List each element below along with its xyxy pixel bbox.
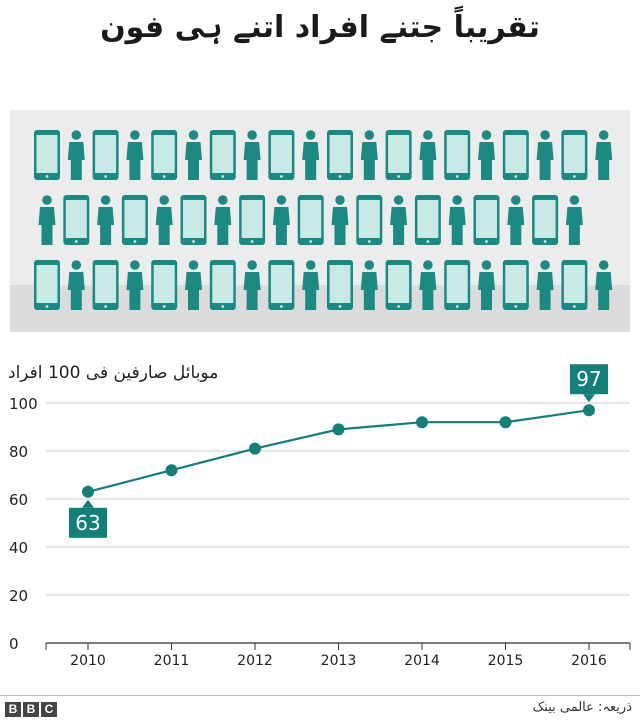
phone-icon <box>121 195 148 245</box>
person-icon <box>478 130 495 180</box>
x-tick-label: 2014 <box>404 653 440 669</box>
person-icon <box>185 260 202 310</box>
y-tick-label: 40 <box>9 539 28 557</box>
data-point <box>416 416 428 429</box>
phone-icon <box>385 130 412 180</box>
person-icon <box>97 195 115 245</box>
person-icon <box>419 260 437 310</box>
y-tick-label: 0 <box>9 635 19 653</box>
phone-icon <box>327 130 353 180</box>
phone-icon <box>92 260 119 310</box>
value-callout: 97 <box>570 364 608 403</box>
callout-label: 97 <box>576 367 601 391</box>
source-note: ذریعہ: عالمی بینک <box>532 700 632 715</box>
phone-icon <box>268 130 295 180</box>
x-tick-label: 2015 <box>488 653 524 669</box>
phone-icon <box>561 260 588 310</box>
person-icon <box>214 195 232 245</box>
phone-icon <box>502 130 529 180</box>
phone-icon <box>92 130 119 180</box>
x-tick-label: 2013 <box>321 653 357 669</box>
bbc-logo-letter: B <box>23 702 39 717</box>
phone-icon <box>532 195 559 245</box>
data-point <box>249 442 261 455</box>
phone-icon <box>297 195 324 245</box>
phones-people-illustration <box>10 110 630 332</box>
phone-icon <box>561 130 588 180</box>
person-icon <box>478 260 495 310</box>
person-icon <box>155 195 173 245</box>
y-axis-label: موبائل صارفین فی 100 افراد <box>8 363 219 383</box>
phone-icon <box>385 260 412 310</box>
y-tick-label: 100 <box>9 395 38 413</box>
x-tick-label: 2011 <box>154 653 190 669</box>
person-icon <box>272 195 290 245</box>
phone-icon <box>151 260 178 310</box>
y-tick-label: 80 <box>9 443 28 461</box>
x-tick-label: 2010 <box>70 653 106 669</box>
person-icon <box>243 260 261 310</box>
person-icon <box>38 195 56 245</box>
person-icon <box>302 130 320 180</box>
data-point <box>499 416 512 429</box>
person-icon <box>185 130 202 180</box>
callout-label: 63 <box>75 511 100 535</box>
bbc-logo-letter: B <box>5 702 21 717</box>
phone-icon <box>502 260 529 310</box>
y-tick-label: 20 <box>9 587 28 605</box>
phone-icon <box>356 195 383 245</box>
x-tick-label: 2016 <box>571 653 607 669</box>
chart-title: تقریباً جتنے افراد اتنے ہی فون <box>100 10 540 45</box>
data-point <box>82 485 94 498</box>
value-callout: 63 <box>69 499 107 538</box>
person-icon <box>448 195 466 245</box>
x-tick-label: 2012 <box>237 653 273 669</box>
person-icon <box>243 130 261 180</box>
person-icon <box>390 195 408 245</box>
phone-icon <box>473 195 500 245</box>
phone-icon <box>239 195 266 245</box>
phone-icon <box>414 195 441 245</box>
person-icon <box>360 130 378 180</box>
person-icon <box>302 260 320 310</box>
phone-icon <box>209 130 236 180</box>
phone-icon <box>444 260 471 310</box>
person-icon <box>419 130 437 180</box>
bbc-logo: B B C <box>5 702 57 717</box>
phone-icon <box>34 260 60 310</box>
data-point <box>583 404 595 417</box>
person-icon <box>67 260 85 310</box>
person-icon <box>595 260 613 310</box>
person-icon <box>536 130 554 180</box>
footer-divider <box>0 695 640 696</box>
phone-icon <box>63 195 90 245</box>
person-icon <box>595 130 613 180</box>
person-icon <box>565 195 583 245</box>
person-icon <box>536 260 554 310</box>
person-icon <box>126 260 144 310</box>
person-icon <box>360 260 378 310</box>
data-point <box>332 423 345 436</box>
phone-icon <box>209 260 236 310</box>
phone-icon <box>268 260 295 310</box>
person-icon <box>67 130 85 180</box>
phone-icon <box>34 130 60 180</box>
icon-grid <box>34 130 613 310</box>
person-icon <box>507 195 525 245</box>
y-tick-label: 60 <box>9 491 28 509</box>
phone-icon <box>327 260 353 310</box>
data-point <box>165 464 178 477</box>
phone-icon <box>180 195 207 245</box>
person-icon <box>331 195 349 245</box>
bbc-logo-letter: C <box>41 702 57 717</box>
person-icon <box>126 130 144 180</box>
phone-icon <box>444 130 471 180</box>
phone-icon <box>151 130 178 180</box>
